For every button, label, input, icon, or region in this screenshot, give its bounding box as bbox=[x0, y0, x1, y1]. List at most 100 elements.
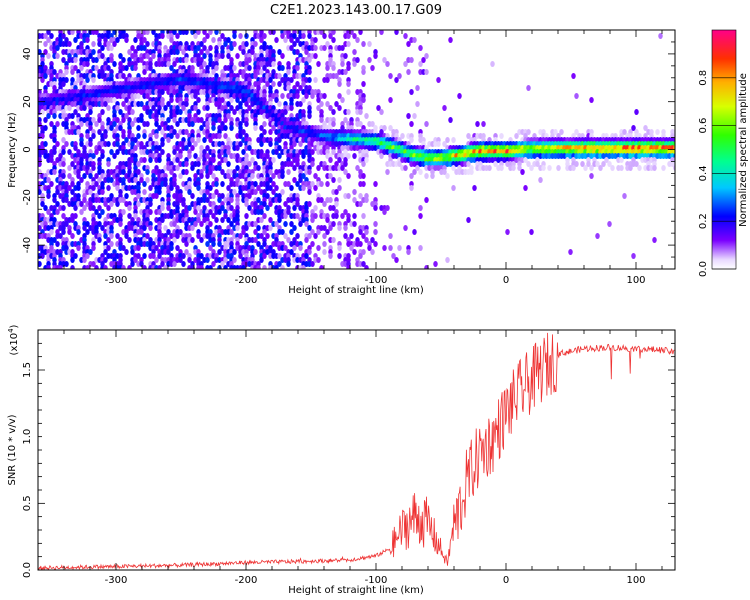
spectrogram-cell bbox=[184, 161, 189, 167]
spectrogram-cell bbox=[46, 30, 51, 35]
spectrogram-cell bbox=[304, 253, 309, 259]
spectrogram-cell bbox=[352, 49, 357, 55]
spectrogram-cell bbox=[82, 257, 87, 263]
spectrogram-cell bbox=[307, 57, 312, 63]
spectrogram-cell bbox=[481, 121, 486, 127]
spectrogram-cell bbox=[145, 30, 150, 35]
spectrogram-cell bbox=[106, 205, 111, 211]
spectrogram-cell bbox=[289, 185, 294, 191]
spectrogram-cell bbox=[205, 241, 210, 247]
spectrogram-cell bbox=[310, 217, 315, 223]
spectrogram-cell bbox=[109, 125, 114, 131]
spectrogram-cell bbox=[88, 141, 93, 147]
spectrogram-cell bbox=[334, 201, 339, 207]
spectrogram-cell bbox=[46, 265, 51, 269]
spectrogram-cell bbox=[46, 53, 51, 59]
spectrogram-cell bbox=[409, 121, 414, 127]
spectrogram-cell bbox=[415, 165, 420, 171]
spectrogram-cell bbox=[337, 105, 342, 111]
spectrogram-cell bbox=[415, 85, 420, 91]
spectrogram-cell bbox=[637, 165, 642, 171]
spectrogram-cell bbox=[253, 229, 258, 235]
spectrogram-cell bbox=[169, 37, 174, 43]
spectrogram-cell bbox=[361, 233, 366, 239]
spectrogram-cell bbox=[223, 257, 228, 263]
x-tick-label: -100 bbox=[365, 275, 388, 286]
spectrogram-cell bbox=[82, 173, 87, 179]
spectrogram-cell bbox=[79, 201, 84, 207]
colorbar-tick-label: 0.8 bbox=[698, 70, 709, 86]
spectrogram-cell bbox=[88, 53, 93, 59]
spectrogram-cell bbox=[232, 189, 237, 195]
spectrogram-cell bbox=[94, 57, 99, 63]
spectrogram-cell bbox=[535, 161, 540, 167]
spectrogram-cell bbox=[328, 33, 333, 39]
spectrogram-cell bbox=[259, 37, 264, 43]
spectrogram-cell bbox=[172, 181, 177, 187]
spectrogram-cell bbox=[220, 193, 225, 199]
spectrogram-cell bbox=[574, 93, 579, 99]
spectrogram-cell bbox=[145, 93, 150, 99]
spectrogram-cell bbox=[280, 65, 285, 71]
spectrogram-cell bbox=[136, 125, 141, 131]
spectrogram-cell bbox=[61, 205, 66, 211]
x-tick-label: 100 bbox=[626, 575, 645, 586]
spectrogram-cell bbox=[91, 165, 96, 171]
spectrogram-cell bbox=[94, 30, 99, 35]
spectrogram-cell bbox=[262, 253, 267, 259]
spectrogram-cell bbox=[61, 57, 66, 63]
spectrogram-cell bbox=[118, 109, 123, 115]
spectrogram-cell bbox=[451, 185, 456, 191]
spectrogram-cell bbox=[292, 33, 297, 39]
spectrogram-cell bbox=[58, 233, 63, 239]
spectrogram-cell bbox=[337, 225, 342, 231]
spectrogram-cell bbox=[448, 117, 453, 123]
spectrogram-cell bbox=[85, 229, 90, 235]
spectrogram-cell bbox=[283, 109, 288, 115]
spectrogram-cell bbox=[100, 189, 105, 195]
spectrogram-cell bbox=[223, 265, 228, 269]
spectrogram-cell bbox=[247, 193, 252, 199]
spectrogram-cell bbox=[283, 213, 288, 219]
spectrogram-cell bbox=[337, 185, 342, 191]
spectrogram-y-label: Frequency (Hz) bbox=[7, 112, 18, 188]
spectrogram-cell bbox=[310, 261, 315, 267]
spectrogram-cell bbox=[133, 213, 138, 219]
spectrogram-cell bbox=[340, 97, 345, 103]
spectrogram-cell bbox=[289, 229, 294, 235]
colorbar-tick-label: 0.6 bbox=[698, 118, 709, 134]
spectrogram-cell bbox=[130, 261, 135, 267]
spectrogram-cell bbox=[199, 265, 204, 269]
spectrogram-cell bbox=[340, 165, 345, 171]
spectrogram-cell bbox=[499, 133, 504, 139]
spectrogram-cell bbox=[235, 53, 240, 59]
spectrogram-cell bbox=[322, 233, 327, 239]
spectrogram-cell bbox=[529, 229, 534, 235]
spectrogram-cell bbox=[256, 185, 261, 191]
spectrogram-cell bbox=[127, 265, 132, 269]
spectrogram-cell bbox=[316, 257, 321, 263]
spectrogram-cell bbox=[154, 245, 159, 251]
spectrogram-cell bbox=[322, 241, 327, 247]
spectrogram-cell bbox=[100, 153, 105, 159]
spectrogram-cell bbox=[61, 173, 66, 179]
x-tick-label: -300 bbox=[105, 575, 128, 586]
spectrogram-cell bbox=[442, 105, 447, 111]
spectrogram-cell bbox=[235, 165, 240, 171]
spectrogram-cell bbox=[214, 30, 219, 35]
spectrogram-cell bbox=[76, 173, 81, 179]
spectrogram-cell bbox=[328, 253, 333, 259]
spectrogram-cell bbox=[253, 125, 258, 131]
spectrogram-cell bbox=[253, 181, 258, 187]
spectrogram-cell bbox=[301, 33, 306, 39]
spectrogram-cell bbox=[499, 165, 504, 171]
spectrogram-cell bbox=[124, 233, 129, 239]
spectrogram-cell bbox=[103, 201, 108, 207]
spectrogram-cell bbox=[262, 121, 267, 127]
spectrogram-cell bbox=[553, 129, 558, 135]
spectrogram-cell bbox=[385, 205, 390, 211]
spectrogram-cell bbox=[184, 129, 189, 135]
spectrogram-cell bbox=[55, 209, 60, 215]
spectrogram-cell bbox=[355, 165, 360, 171]
spectrogram-cell bbox=[238, 133, 243, 139]
